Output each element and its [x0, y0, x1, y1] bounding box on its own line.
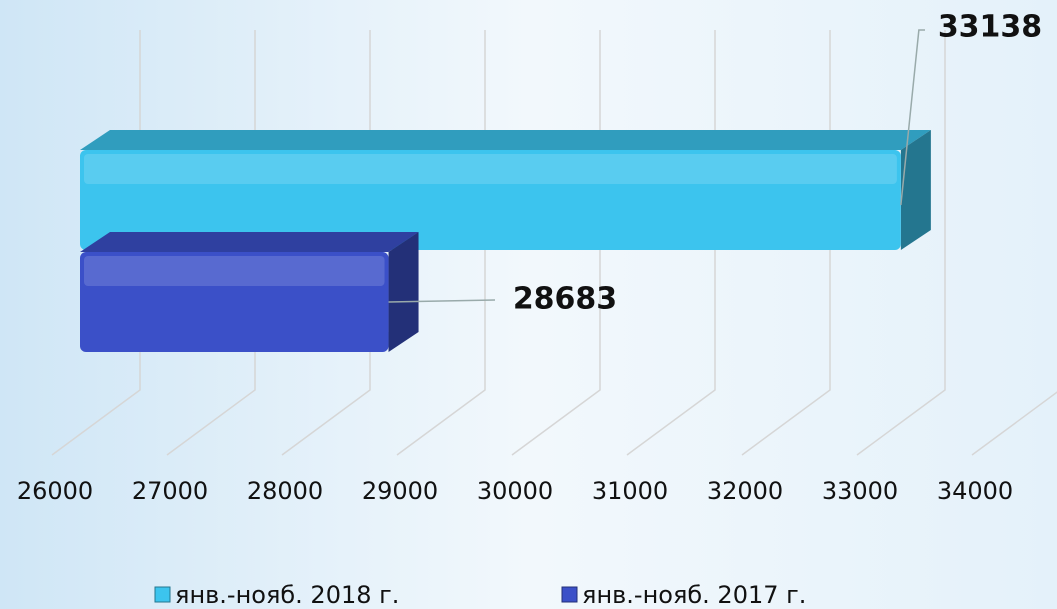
legend-swatch — [561, 586, 578, 603]
grid-line — [971, 391, 1057, 456]
bar-top — [80, 232, 419, 252]
bar-side — [388, 232, 419, 352]
x-tick-label: 26000 — [17, 477, 93, 505]
legend-label: янв.-нояб. 2017 г. — [582, 581, 806, 609]
x-tick-label: 33000 — [822, 477, 898, 505]
legend-label: янв.-нояб. 2018 г. — [175, 581, 399, 609]
value-label: 33138 — [938, 10, 1042, 45]
x-tick-label: 32000 — [707, 477, 783, 505]
legend-swatch — [154, 586, 171, 603]
x-tick-label: 34000 — [937, 477, 1013, 505]
x-tick-label: 31000 — [592, 477, 668, 505]
leader-line — [900, 29, 925, 206]
leader-line — [388, 299, 496, 303]
x-tick-label: 27000 — [132, 477, 208, 505]
x-tick-label: 30000 — [477, 477, 553, 505]
bar-front — [80, 252, 389, 352]
bar-side — [900, 130, 931, 250]
bar-top — [80, 130, 931, 150]
value-label: 28683 — [513, 282, 617, 317]
bar — [80, 232, 419, 352]
x-tick-label: 29000 — [362, 477, 438, 505]
bar-front — [80, 150, 901, 250]
bar — [80, 130, 931, 250]
grid-line — [856, 30, 946, 456]
x-tick-label: 28000 — [247, 477, 323, 505]
bar-highlight — [84, 154, 897, 184]
bar-highlight — [84, 256, 385, 286]
